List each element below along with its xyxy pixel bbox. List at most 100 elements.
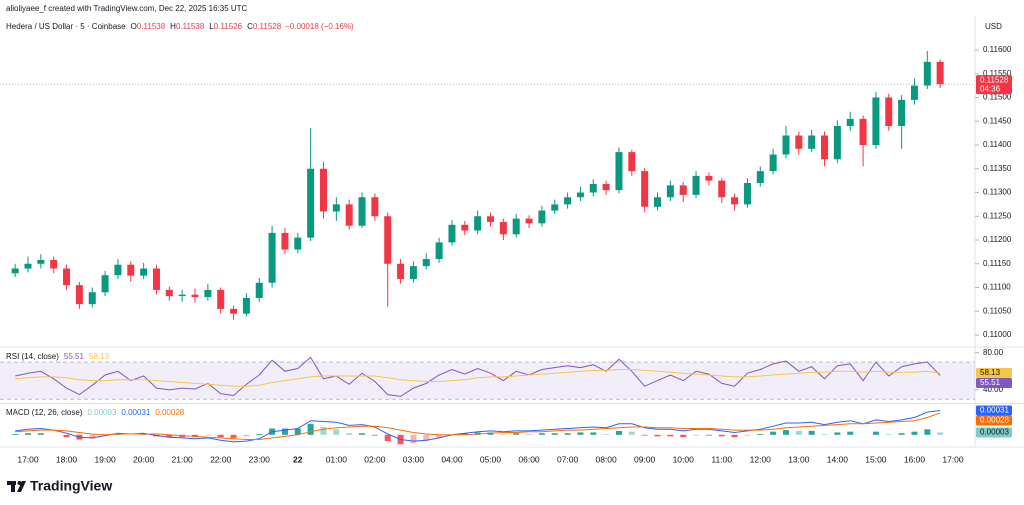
histogram-bar (782, 430, 789, 435)
x-tick-label: 05:00 (480, 454, 502, 464)
candle-body (101, 275, 109, 293)
candle-body (808, 135, 816, 149)
histogram-bar (281, 428, 288, 435)
candle-body (152, 268, 160, 290)
histogram-bar (63, 434, 70, 438)
x-tick-label: 14:00 (827, 454, 849, 464)
legend-value: 55.51 (64, 352, 85, 361)
histogram-bar (217, 434, 224, 438)
candle-body (345, 204, 353, 226)
axis-badge-label: 0.00003 (980, 428, 1009, 437)
candle-body (204, 289, 212, 298)
legend-value: 0.00003 (87, 408, 116, 417)
indicator-line (15, 356, 941, 397)
histogram-bar (436, 434, 443, 438)
candle-body (872, 97, 880, 145)
histogram-bar (294, 428, 301, 435)
axis-badge-label: 58.13 (980, 368, 1001, 377)
candle-body (474, 216, 482, 231)
histogram-bar (384, 434, 391, 442)
ohlc-key: O (131, 22, 137, 31)
y-tick-label: 0.11450 (983, 116, 1012, 125)
histogram-bar (872, 431, 879, 435)
x-tick-label: 07:00 (557, 454, 579, 464)
candle-body (50, 259, 58, 269)
candle-body (88, 292, 96, 305)
candle-body (654, 197, 662, 207)
histogram-bar (12, 434, 19, 435)
candle-body (217, 289, 225, 309)
y-tick-label: 0.11400 (983, 140, 1012, 149)
x-tick-label: 13:00 (788, 454, 810, 464)
y-tick-label: 0.11550 (983, 69, 1012, 78)
ohlc-value: 0.11538 (176, 22, 205, 31)
candle-body (923, 61, 931, 86)
pane-legend: RSI (14, close) 55.51 58.13 (6, 352, 110, 361)
candle-body (846, 118, 854, 126)
histogram-bar (693, 434, 700, 436)
rsi-band (0, 362, 975, 400)
ohlc-value: 0.11526 (214, 22, 243, 31)
y-tick-label: 80.00 (983, 348, 1004, 357)
y-tick-label: 0.11150 (983, 259, 1011, 268)
logo-part (11, 481, 15, 492)
candle-body (307, 168, 315, 238)
candle-body (409, 266, 417, 279)
y-tick-label: 0.11350 (983, 164, 1012, 173)
y-tick-label: 0.11600 (983, 45, 1012, 54)
candle-body (833, 125, 841, 160)
y-tick-label: 0.11000 (983, 330, 1012, 339)
symbol-legend: Hedera / US Dollar · 5 · Coinbase O0.1153… (6, 22, 354, 31)
candle-body (63, 268, 71, 286)
currency: USD (985, 22, 1002, 31)
histogram-bar (590, 432, 597, 435)
y-tick-label: 0.11100 (983, 283, 1011, 292)
candle-body (319, 168, 327, 212)
candle-body (666, 185, 674, 198)
histogram-bar (757, 434, 764, 435)
histogram-bar (847, 431, 854, 435)
candle-body (165, 289, 173, 297)
x-tick-label: 22 (293, 454, 303, 464)
histogram-bar (834, 432, 841, 435)
pane-title: RSI (14, close) (6, 352, 59, 361)
histogram-bar (423, 434, 430, 442)
candle-body (75, 285, 83, 305)
candle-body (268, 232, 276, 283)
x-tick-label: 17:00 (17, 454, 39, 464)
candle-body (178, 294, 186, 297)
candle-body (358, 197, 366, 226)
histogram-bar (770, 431, 777, 435)
histogram-bar (808, 430, 815, 435)
candle-body (191, 294, 199, 298)
histogram-bar (166, 434, 173, 438)
histogram-bar (731, 434, 738, 438)
x-tick-label: 09:00 (634, 454, 656, 464)
candle-body (615, 152, 623, 191)
histogram-bar (911, 431, 918, 435)
histogram-bar (513, 433, 520, 435)
histogram-bar (795, 430, 802, 435)
histogram-bar (641, 434, 648, 436)
histogram-bar (346, 433, 353, 435)
y-tick-label: 0.11500 (983, 93, 1012, 102)
histogram-bar (628, 431, 635, 435)
candle-body (499, 221, 507, 235)
candle-body (525, 218, 533, 224)
histogram-bar (603, 434, 610, 435)
candle-body (448, 224, 456, 243)
histogram-bar (718, 434, 725, 437)
countdown-label: 04:36 (980, 84, 1001, 93)
histogram-bar (500, 434, 507, 435)
axis-badge-label: 55.51 (980, 378, 1001, 387)
candle-body (487, 216, 494, 222)
pane-legend: MACD (12, 26, close) 0.00003 0.00031 0.0002… (6, 408, 185, 417)
indicator-line (15, 369, 941, 387)
brand-name: TradingView (30, 478, 112, 494)
candle-body (422, 259, 430, 267)
ohlc-value: 0.11538 (137, 22, 166, 31)
ohlc-key: L (209, 22, 214, 31)
